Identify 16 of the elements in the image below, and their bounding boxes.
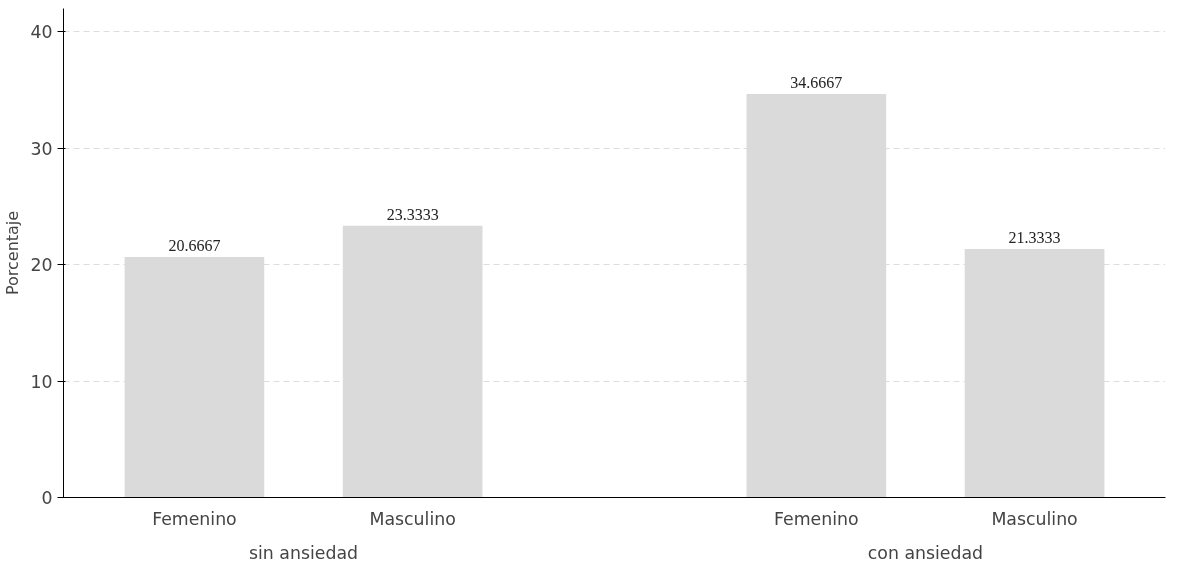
y-tick-label: 40 <box>30 22 53 43</box>
data-label: 21.3333 <box>1008 229 1061 247</box>
data-label: 23.3333 <box>386 205 439 223</box>
y-axis-title: Porcentaje <box>3 210 23 296</box>
y-tick-label: 0 <box>41 488 53 508</box>
y-tick-label: 20 <box>30 255 53 276</box>
text: sin ansiedad <box>249 542 359 563</box>
y-tick-label: 10 <box>30 371 53 392</box>
data-label: 34.6667 <box>790 73 843 91</box>
x-tick-label: Femenino <box>774 508 859 529</box>
text: con ansiedad <box>867 542 984 563</box>
data-label: 20.6667 <box>168 236 221 254</box>
x-tick-label: Masculino <box>991 508 1078 529</box>
x-tick-label: Masculino <box>369 508 456 529</box>
y-tick-label: 30 <box>30 138 53 159</box>
x-tick-label: Femenino <box>152 508 237 529</box>
